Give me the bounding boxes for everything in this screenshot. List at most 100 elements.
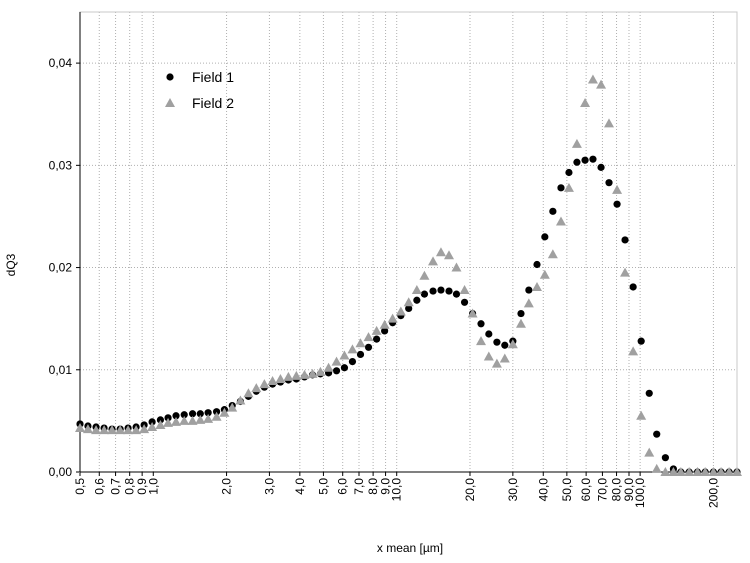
point bbox=[148, 418, 156, 426]
point bbox=[467, 308, 478, 318]
point bbox=[675, 467, 686, 476]
point bbox=[403, 297, 414, 307]
point bbox=[387, 313, 398, 323]
x-tick-label: 0,9 bbox=[135, 478, 149, 495]
point bbox=[515, 318, 526, 328]
x-tick-label: 2,0 bbox=[220, 478, 234, 495]
point bbox=[405, 304, 413, 313]
point bbox=[597, 163, 605, 171]
point bbox=[371, 325, 382, 335]
point bbox=[91, 425, 102, 435]
point bbox=[131, 425, 142, 435]
point bbox=[539, 269, 550, 279]
x-tick-label: 5,0 bbox=[316, 478, 330, 495]
point bbox=[483, 351, 494, 361]
x-tick-label: 10,0 bbox=[390, 478, 404, 502]
point bbox=[547, 249, 558, 259]
point bbox=[724, 467, 735, 476]
x-tick-label: 3,0 bbox=[262, 478, 276, 495]
point bbox=[612, 184, 623, 194]
x-tick-label: 200,0 bbox=[706, 478, 720, 508]
point bbox=[732, 467, 742, 476]
point bbox=[491, 358, 502, 368]
point bbox=[580, 97, 591, 107]
x-tick-label: 40,0 bbox=[536, 478, 550, 502]
point bbox=[283, 371, 294, 381]
point bbox=[437, 286, 445, 294]
point bbox=[445, 287, 453, 295]
point bbox=[716, 467, 727, 476]
point bbox=[115, 425, 126, 435]
point bbox=[651, 463, 662, 473]
point bbox=[243, 388, 254, 398]
point bbox=[684, 467, 695, 476]
y-tick-label: 0,00 bbox=[49, 465, 73, 479]
point bbox=[227, 402, 238, 412]
point bbox=[501, 341, 509, 349]
legend-label: Field 2 bbox=[192, 95, 234, 111]
point bbox=[171, 416, 182, 426]
x-tick-label: 7,0 bbox=[352, 478, 366, 495]
point bbox=[291, 370, 302, 380]
point bbox=[653, 430, 661, 438]
point bbox=[435, 247, 446, 257]
point bbox=[485, 330, 493, 338]
point bbox=[628, 346, 639, 356]
point bbox=[315, 366, 326, 376]
point bbox=[381, 327, 389, 335]
point bbox=[428, 256, 439, 266]
point bbox=[75, 423, 85, 433]
point bbox=[413, 296, 421, 304]
point bbox=[644, 447, 655, 457]
point bbox=[235, 395, 246, 405]
point bbox=[429, 287, 437, 295]
x-tick-label: 50,0 bbox=[560, 478, 574, 502]
point bbox=[605, 179, 613, 187]
point bbox=[571, 138, 582, 148]
point bbox=[541, 233, 549, 241]
point bbox=[355, 338, 366, 348]
point bbox=[573, 158, 581, 166]
point bbox=[555, 216, 566, 226]
point bbox=[211, 411, 222, 421]
point bbox=[356, 350, 365, 359]
point bbox=[581, 156, 589, 164]
x-tick-label: 6,0 bbox=[336, 478, 350, 495]
x-tick-label: 60,0 bbox=[579, 478, 593, 502]
point bbox=[275, 373, 286, 383]
y-tick-label: 0,01 bbox=[49, 363, 73, 377]
point bbox=[155, 419, 166, 429]
point bbox=[700, 467, 711, 476]
x-tick-label: 0,5 bbox=[73, 478, 87, 495]
point bbox=[195, 414, 206, 424]
x-tick-label: 80,0 bbox=[610, 478, 624, 502]
point bbox=[621, 236, 629, 244]
point bbox=[332, 367, 341, 375]
point bbox=[99, 425, 110, 435]
point bbox=[188, 410, 197, 418]
point bbox=[163, 417, 174, 427]
y-axis-label: dQ3 bbox=[4, 253, 18, 276]
point bbox=[267, 376, 278, 386]
y-tick-label: 0,02 bbox=[49, 261, 73, 275]
point bbox=[460, 298, 469, 306]
x-tick-label: 1,0 bbox=[146, 478, 160, 495]
x-tick-label: 20,0 bbox=[463, 478, 477, 502]
point bbox=[180, 411, 188, 419]
point bbox=[147, 422, 158, 432]
point bbox=[636, 410, 647, 420]
x-tick-label: 9,0 bbox=[379, 478, 393, 495]
point bbox=[420, 290, 429, 298]
point bbox=[331, 356, 342, 366]
point bbox=[139, 424, 150, 434]
point bbox=[395, 306, 406, 316]
point bbox=[565, 168, 573, 177]
point bbox=[563, 182, 574, 192]
point bbox=[525, 286, 533, 294]
point bbox=[661, 454, 669, 462]
x-tick-label: 0,7 bbox=[109, 478, 123, 495]
point bbox=[587, 74, 598, 84]
point bbox=[557, 184, 565, 192]
